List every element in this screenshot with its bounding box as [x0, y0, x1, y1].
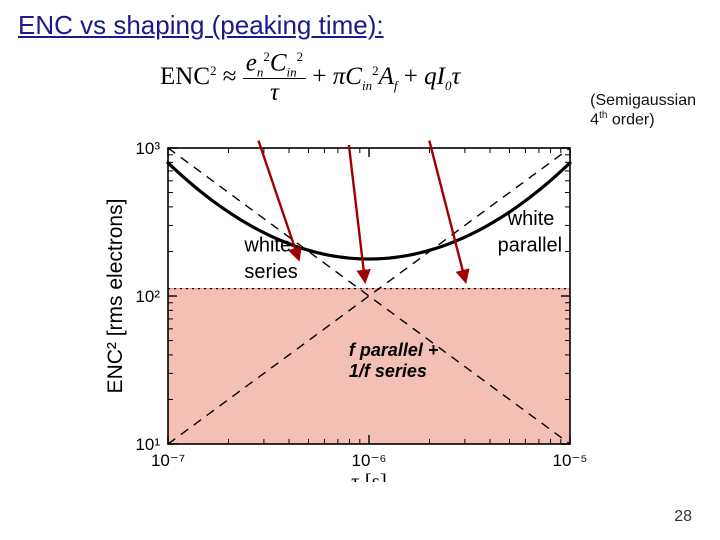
- chart-svg: 10⁻⁷10⁻⁶10⁻⁵10¹10²10³ENC² [rms electrons…: [102, 134, 590, 482]
- svg-text:parallel: parallel: [498, 235, 562, 257]
- svg-text:τ [s]: τ [s]: [351, 469, 387, 482]
- slide-title: ENC vs shaping (peaking time):: [18, 10, 384, 41]
- svg-text:10¹: 10¹: [135, 435, 160, 454]
- svg-text:white: white: [243, 235, 291, 257]
- svg-text:10⁻⁵: 10⁻⁵: [553, 451, 588, 470]
- equation: ENC2 ≈ en2Cin2τ + πCin2Af + qI0τ: [160, 50, 580, 107]
- svg-text:series: series: [244, 261, 297, 283]
- note-line2-prefix: 4: [590, 112, 599, 129]
- page-number: 28: [674, 508, 692, 526]
- svg-text:ENC² [rms electrons]: ENC² [rms electrons]: [104, 199, 127, 394]
- svg-text:10²: 10²: [135, 287, 160, 306]
- note-line2-suffix: order): [607, 112, 654, 129]
- svg-text:10⁻⁶: 10⁻⁶: [352, 451, 387, 470]
- filter-note: (Semigaussian 4th order): [590, 92, 696, 130]
- enc-chart: 10⁻⁷10⁻⁶10⁻⁵10¹10²10³ENC² [rms electrons…: [102, 134, 590, 482]
- svg-text:white: white: [507, 208, 555, 230]
- svg-text:10³: 10³: [135, 139, 160, 158]
- f-parallel-label: f parallel +1/f series: [349, 340, 439, 381]
- note-line1: (Semigaussian: [590, 92, 696, 109]
